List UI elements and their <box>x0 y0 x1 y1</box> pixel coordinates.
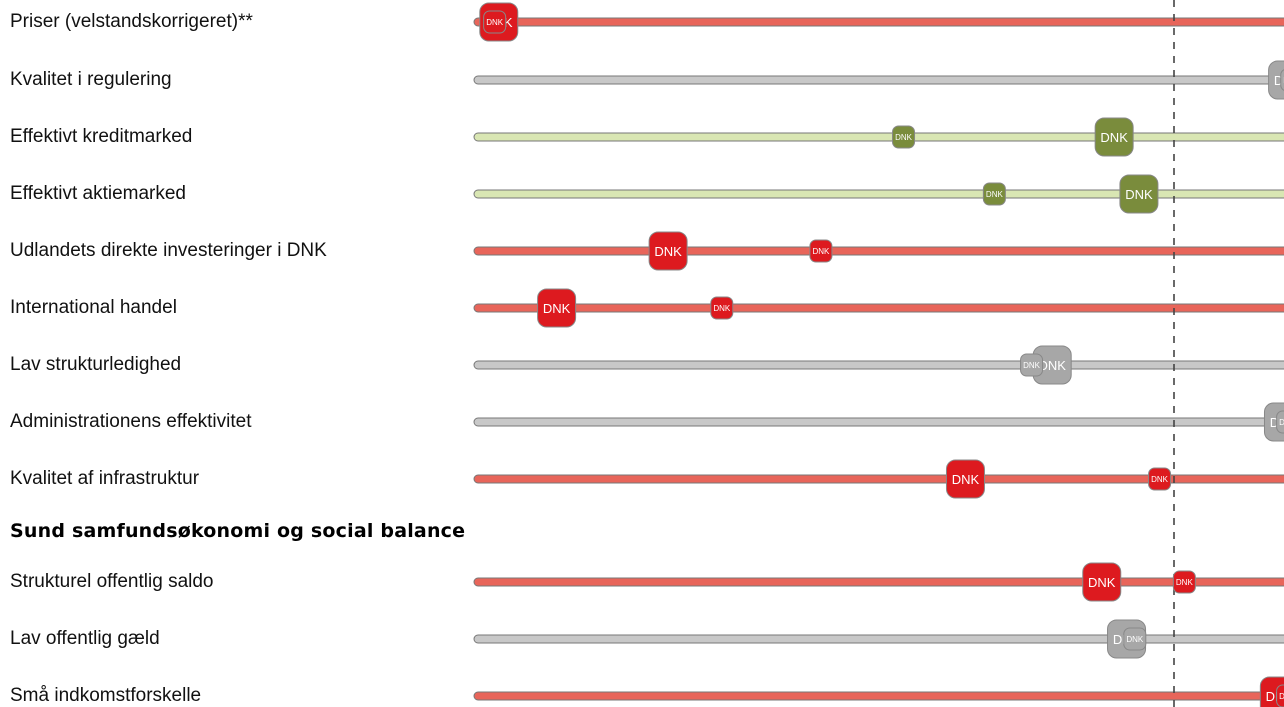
track-bar <box>473 417 1284 427</box>
marker-small <box>1276 410 1284 434</box>
marker-large <box>1094 117 1134 157</box>
track-bar <box>473 303 1284 313</box>
row-label: Effektivt aktiemarked <box>10 183 187 204</box>
marker-small <box>1280 69 1284 91</box>
marker-small <box>809 239 833 263</box>
row-label: Udlandets direkte investeringer i DNK <box>10 240 327 261</box>
marker-small <box>1276 684 1284 707</box>
track-bar <box>473 75 1284 85</box>
row-label: Priser (velstandskorrigeret)** <box>10 11 253 32</box>
row-label: Kvalitet i regulering <box>10 69 172 90</box>
row-label: Lav strukturledighed <box>10 354 182 375</box>
marker-large <box>1119 174 1159 214</box>
row-label: Strukturel offentlig saldo <box>10 571 214 592</box>
marker-large-label: DNK <box>654 244 682 259</box>
marker-small-label: DNK <box>812 247 830 256</box>
track-bar <box>473 691 1284 701</box>
marker-small <box>1172 570 1196 594</box>
marker-large <box>537 288 577 328</box>
track-bar <box>473 577 1284 587</box>
row-label: Effektivt kreditmarked <box>10 126 193 147</box>
row-label: Små indkomstforskelle <box>10 685 202 706</box>
marker-small-label: DNK <box>713 304 731 313</box>
section-heading: Sund samfundsøkonomi og social balance <box>10 520 466 542</box>
track-bar <box>473 246 1284 256</box>
marker-large-label: DNK <box>1088 575 1116 590</box>
marker-small-label: DNK <box>1279 418 1284 427</box>
marker-large-label: DNK <box>1125 187 1153 202</box>
track-bar <box>473 360 1284 370</box>
marker-small-label: DNK <box>486 18 504 27</box>
marker-small-label: DNK <box>1023 361 1041 370</box>
track-bar <box>473 17 1284 27</box>
track-bar <box>473 474 1284 484</box>
marker-small-label: DNK <box>986 190 1004 199</box>
row-label: International handel <box>10 297 177 318</box>
marker-small <box>1148 467 1172 491</box>
marker-small <box>710 296 734 320</box>
marker-small <box>982 182 1006 206</box>
marker-large-label: DNK <box>952 472 980 487</box>
marker-small-label: DNK <box>1279 692 1284 701</box>
track-bar <box>473 189 1284 199</box>
marker-small-label: DNK <box>1126 635 1144 644</box>
marker-small-label: DNK <box>895 133 913 142</box>
marker-small <box>1020 353 1044 377</box>
marker-small <box>483 10 507 34</box>
marker-large <box>1268 60 1284 100</box>
marker-large-label: DNK <box>1274 73 1284 88</box>
track-bar <box>473 634 1284 644</box>
track-bar <box>473 132 1284 142</box>
marker-large-label: DNK <box>1038 358 1066 373</box>
marker-large <box>1082 562 1122 602</box>
marker-large-label: DNK <box>1100 130 1128 145</box>
marker-small-label: DNK <box>1151 475 1169 484</box>
row-label: Lav offentlig gæld <box>10 628 160 649</box>
row-label: Kvalitet af infrastruktur <box>10 468 200 489</box>
marker-small <box>892 125 916 149</box>
marker-small-label: DNK <box>1176 578 1194 587</box>
marker-large <box>648 231 688 271</box>
row-label: Administrationens effektivitet <box>10 411 252 432</box>
marker-small <box>1123 627 1147 651</box>
marker-large <box>945 459 985 499</box>
marker-large-label: DNK <box>543 301 571 316</box>
